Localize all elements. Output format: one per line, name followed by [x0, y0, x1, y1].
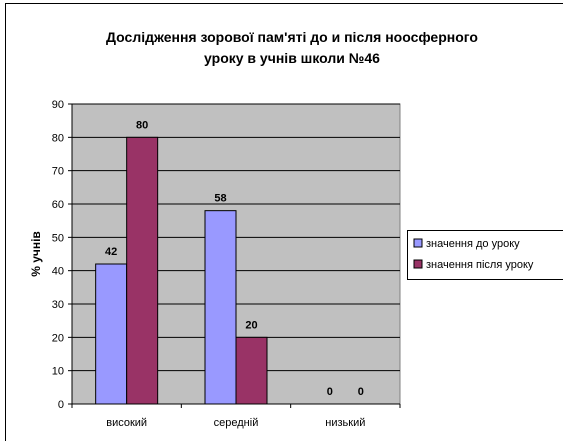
x-tick-label: низький [325, 417, 365, 429]
y-tick-label: 40 [52, 266, 64, 278]
axes [68, 103, 401, 408]
bar-after-0 [126, 136, 159, 405]
legend-label-after: значення після уроку [426, 259, 534, 271]
y-tick-label: 0 [58, 399, 64, 411]
x-tick-label: високий [106, 417, 147, 429]
y-tick-label: 30 [52, 299, 64, 311]
y-tick-label: 20 [52, 332, 64, 344]
chart-title-line-1: Дослідження зорової пам'яті до и після н… [106, 29, 478, 45]
data-label: 0 [358, 386, 364, 398]
bar-before-1 [204, 210, 237, 405]
y-tick-label: 70 [52, 166, 64, 178]
labels: 0 10 20 30 40 50 60 70 80 90 42 80 високий 58 20 середн… [52, 99, 366, 429]
legend: значення до уроку значення після уроку [407, 230, 563, 280]
y-tick-label: 50 [52, 232, 64, 244]
legend-label-before: значення до уроку [426, 238, 520, 250]
bar-after-1 [235, 336, 268, 405]
data-label: 20 [245, 319, 257, 331]
y-axis-label: % учнів [29, 231, 43, 277]
bar-before-0 [95, 263, 128, 405]
legend-box [407, 230, 563, 280]
y-tick-label: 10 [52, 366, 64, 378]
data-label: 58 [214, 193, 226, 205]
x-tick-label: середній [214, 417, 259, 429]
y-tick-label: 90 [52, 99, 64, 111]
data-label: 0 [327, 386, 333, 398]
y-tick-label: 60 [52, 199, 64, 211]
chart-title-line-2: уроку в учнів школи №46 [204, 50, 380, 66]
y-tick-label: 80 [52, 132, 64, 144]
data-label: 42 [105, 246, 117, 258]
data-label: 80 [136, 119, 148, 131]
legend-swatch-before [413, 238, 423, 248]
legend-swatch-after [413, 259, 423, 269]
bars [95, 136, 268, 405]
